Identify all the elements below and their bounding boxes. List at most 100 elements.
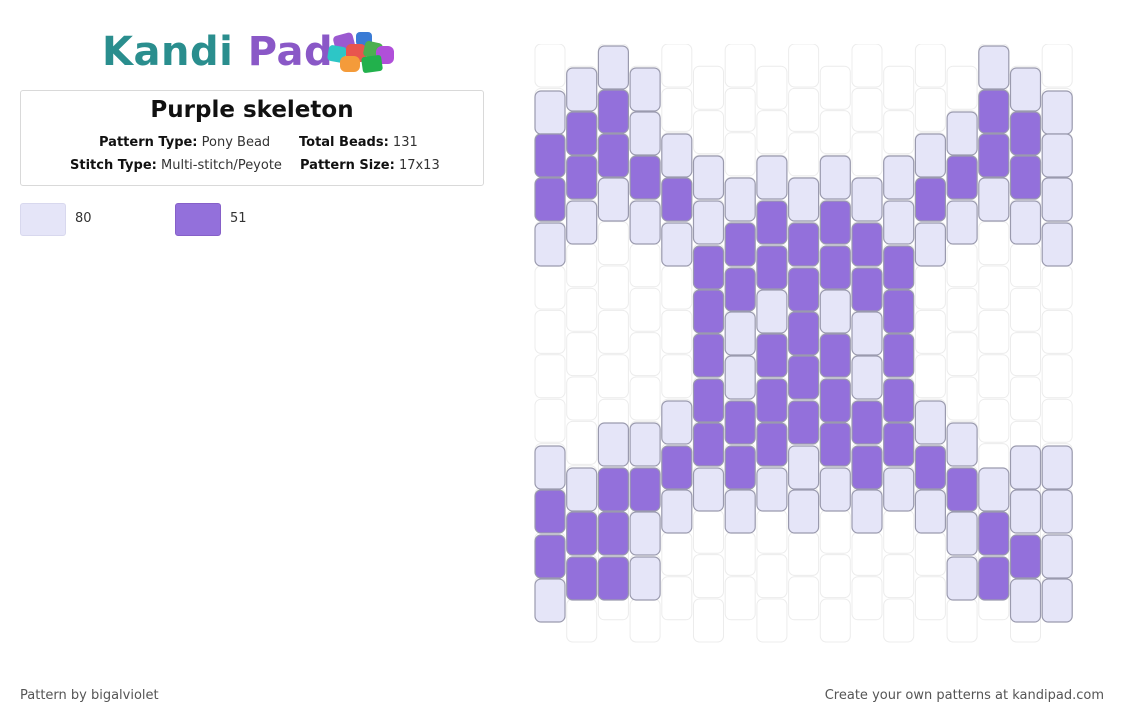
lavender-bead	[629, 422, 661, 467]
lavender-bead	[629, 200, 661, 245]
empty-bead-slot	[914, 44, 946, 88]
lavender-bead	[566, 200, 598, 245]
empty-bead-slot	[788, 576, 820, 621]
empty-bead-slot	[693, 554, 724, 599]
purple-bead	[756, 200, 788, 245]
purple-bead	[756, 245, 788, 290]
lavender-bead	[661, 489, 693, 534]
purple-bead	[819, 200, 851, 245]
lavender-bead	[883, 200, 915, 245]
empty-bead-slot	[534, 398, 566, 443]
empty-bead-slot	[914, 531, 946, 576]
empty-bead-slot	[661, 87, 693, 132]
bead-pattern-grid	[534, 44, 1073, 643]
empty-bead-slot	[693, 110, 724, 155]
purple-bead	[534, 177, 566, 222]
purple-bead	[629, 467, 661, 512]
purple-bead	[978, 133, 1010, 178]
empty-bead-slot	[883, 110, 915, 155]
purple-bead	[534, 489, 566, 534]
purple-bead	[946, 155, 978, 200]
lavender-bead	[661, 400, 693, 445]
empty-bead-slot	[914, 354, 946, 399]
empty-bead-slot	[566, 332, 598, 377]
lavender-bead	[756, 289, 788, 334]
empty-bead-slot	[883, 554, 915, 599]
purple-bead	[692, 378, 725, 423]
purple-bead	[756, 378, 788, 423]
empty-bead-slot	[883, 598, 915, 643]
purple-bead	[692, 245, 725, 290]
legend-swatch-purple	[175, 203, 221, 236]
empty-bead-slot	[756, 110, 788, 155]
empty-bead-slot	[819, 65, 851, 110]
lavender-bead	[661, 133, 693, 178]
lavender-bead	[724, 355, 756, 400]
lavender-bead	[914, 222, 946, 267]
empty-bead-slot	[1041, 265, 1073, 310]
lavender-bead	[629, 111, 661, 156]
empty-bead-slot	[724, 87, 756, 132]
empty-bead-slot	[788, 531, 820, 576]
empty-bead-slot	[946, 287, 978, 332]
empty-bead-slot	[756, 554, 788, 599]
empty-bead-slot	[851, 576, 883, 621]
legend-swatch-lavender	[20, 203, 66, 236]
empty-bead-slot	[1010, 243, 1041, 288]
empty-bead-slot	[693, 65, 724, 110]
lavender-bead	[756, 155, 788, 200]
purple-bead	[1009, 534, 1042, 579]
lavender-bead	[534, 445, 566, 490]
empty-bead-slot	[1010, 287, 1041, 332]
pattern-type-label: Pattern Type:	[99, 135, 198, 150]
empty-bead-slot	[883, 65, 915, 110]
empty-bead-slot	[978, 354, 1010, 399]
total-beads-label: Total Beads:	[299, 135, 389, 150]
lavender-bead	[1041, 534, 1073, 579]
lavender-bead	[661, 222, 693, 267]
empty-bead-slot	[914, 87, 946, 132]
empty-bead-slot	[851, 44, 883, 88]
kandi-pad-logo[interactable]: Kandi Pad	[102, 26, 402, 78]
purple-bead	[724, 445, 756, 490]
empty-bead-slot	[566, 287, 598, 332]
empty-bead-slot	[661, 309, 693, 354]
empty-bead-slot	[534, 265, 566, 310]
empty-bead-slot	[946, 243, 978, 288]
lavender-bead	[914, 133, 946, 178]
kandipad-promo-link[interactable]: Create your own patterns at kandipad.com	[824, 688, 1104, 703]
lavender-bead	[724, 489, 756, 534]
purple-bead	[566, 556, 598, 601]
lavender-bead	[788, 445, 820, 490]
lavender-bead	[1041, 177, 1073, 222]
purple-bead	[883, 378, 915, 423]
empty-bead-slot	[629, 243, 661, 288]
empty-bead-slot	[788, 44, 820, 88]
lavender-bead	[883, 467, 915, 512]
lavender-bead	[1009, 67, 1042, 112]
purple-bead	[1009, 111, 1042, 156]
empty-bead-slot	[724, 576, 756, 621]
lavender-bead	[851, 355, 883, 400]
purple-bead	[692, 289, 725, 334]
pattern-size-label: Pattern Size:	[300, 158, 395, 173]
empty-bead-slot	[883, 509, 915, 554]
purple-bead	[756, 422, 788, 467]
empty-bead-slot	[978, 309, 1010, 354]
purple-bead	[597, 133, 630, 178]
empty-bead-slot	[756, 598, 788, 643]
empty-bead-slot	[1010, 376, 1041, 421]
purple-bead	[724, 222, 756, 267]
pattern-title: Purple skeleton	[150, 97, 354, 123]
purple-bead	[1009, 155, 1042, 200]
empty-bead-slot	[851, 132, 883, 177]
purple-bead	[756, 333, 788, 378]
purple-bead	[534, 133, 566, 178]
empty-bead-slot	[693, 509, 724, 554]
legend-count-purple: 51	[230, 211, 247, 226]
lavender-bead	[851, 177, 883, 222]
purple-bead	[788, 267, 820, 312]
empty-bead-slot	[661, 354, 693, 399]
purple-bead	[946, 467, 978, 512]
logo-word-kandi: Kandi	[102, 29, 234, 75]
